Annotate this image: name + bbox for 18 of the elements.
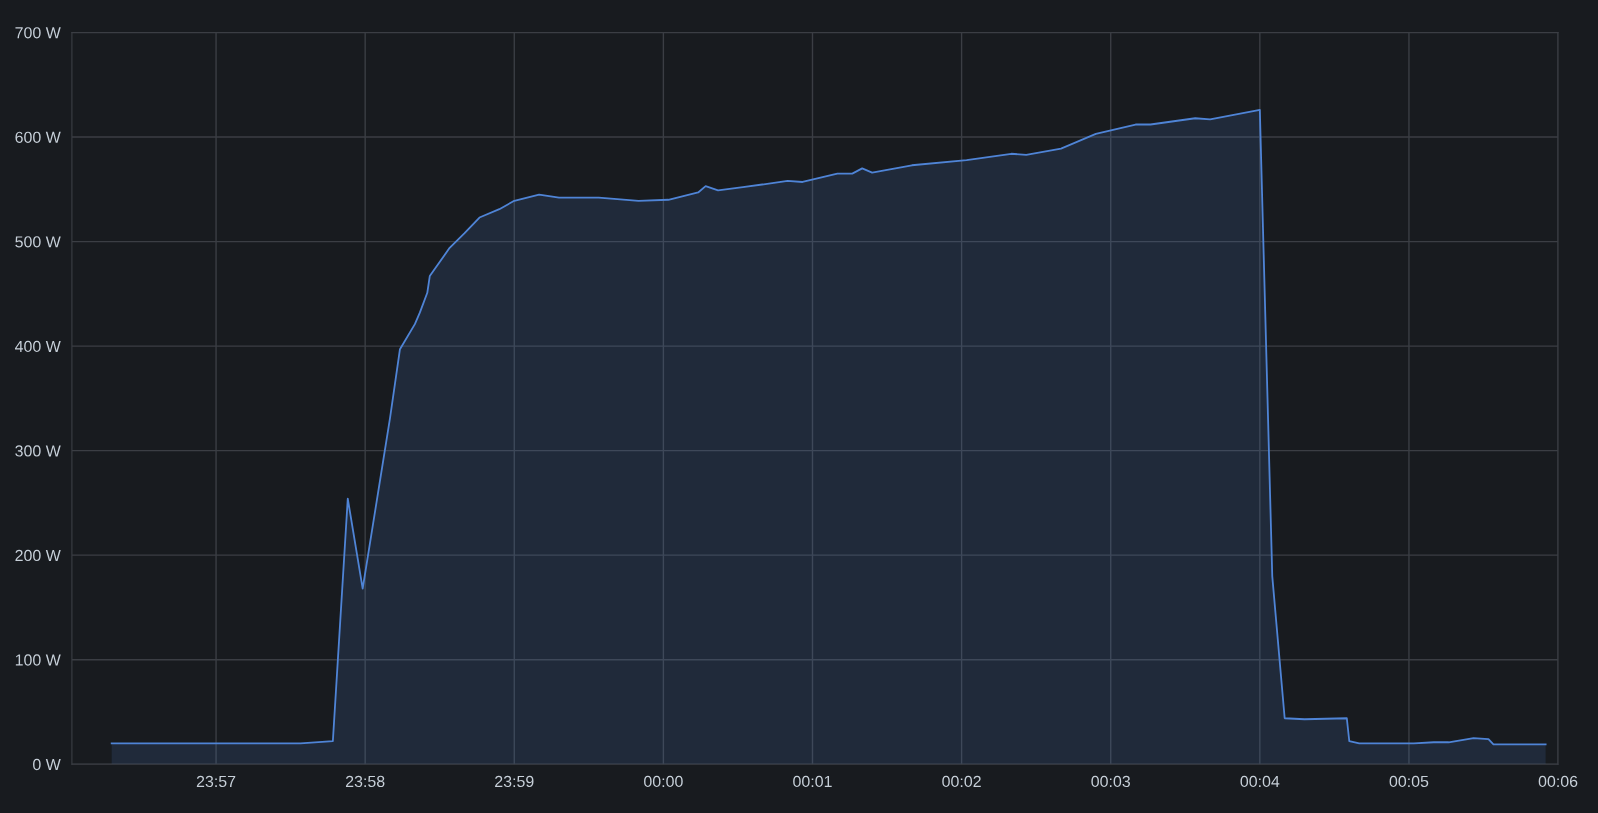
x-tick-label: 00:02 — [942, 775, 981, 788]
x-tick-label: 00:01 — [793, 775, 832, 788]
y-tick-label: 300 W — [15, 445, 61, 457]
x-tick-label: 00:05 — [1389, 775, 1429, 788]
x-tick-label: 23:59 — [495, 775, 534, 788]
y-tick-label: 100 W — [15, 654, 61, 666]
y-tick-label: 600 W — [15, 131, 61, 143]
y-tick-label: 500 W — [15, 236, 61, 248]
y-tick-label: 0 W — [33, 758, 61, 771]
x-tick-label: 00:06 — [1538, 775, 1578, 788]
y-tick-label: 700 W — [15, 27, 61, 39]
x-tick-label: 23:57 — [196, 775, 236, 788]
y-tick-label: 200 W — [15, 549, 61, 562]
x-tick-label: 23:58 — [345, 775, 385, 788]
y-tick-label: 400 W — [15, 340, 61, 353]
x-tick-label: 00:00 — [644, 775, 683, 788]
x-tick-label: 00:04 — [1240, 775, 1280, 788]
x-tick-label: 00:03 — [1091, 775, 1130, 788]
